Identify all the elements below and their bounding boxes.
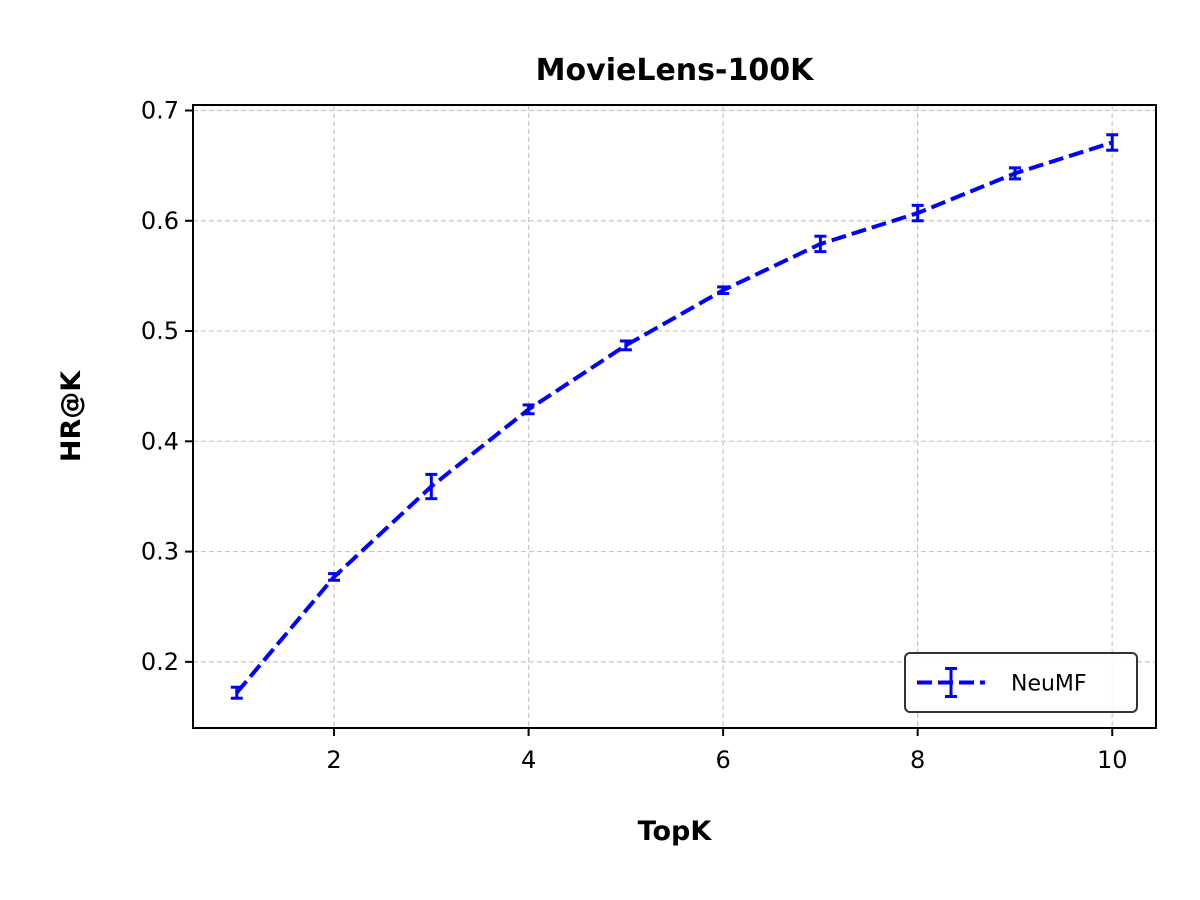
y-tick-label: 0.5 — [141, 317, 179, 345]
error-bar — [1008, 166, 1021, 181]
tick-layer: 2 4 6 8 10 0.2 0.3 0.4 0.5 0.6 0.7 — [141, 97, 1128, 774]
error-bar — [911, 203, 924, 223]
y-tick-label: 0.4 — [141, 427, 179, 455]
x-tick-label: 10 — [1097, 746, 1128, 774]
series-neumf — [230, 133, 1119, 700]
x-tick-label: 6 — [715, 746, 730, 774]
error-bar — [814, 234, 827, 254]
legend-frame — [904, 652, 1138, 713]
error-bar — [522, 403, 535, 416]
error-bar — [1106, 133, 1119, 152]
error-bar — [328, 572, 341, 582]
y-tick-label: 0.3 — [141, 538, 179, 566]
legend-label: NeuMF — [1011, 672, 1087, 697]
series-line — [235, 140, 1113, 695]
x-tick-label: 4 — [521, 746, 536, 774]
error-bar — [717, 285, 730, 296]
x-tick-label: 2 — [326, 746, 341, 774]
error-bar — [619, 339, 632, 352]
legend: NeuMF — [904, 652, 1138, 713]
error-bar — [230, 685, 243, 700]
error-bar — [425, 472, 438, 501]
y-axis-label: HR@K — [56, 370, 87, 462]
y-tick-label: 0.2 — [141, 648, 179, 676]
y-tick-label: 0.7 — [141, 97, 179, 125]
x-tick-label: 8 — [910, 746, 925, 774]
y-tick-label: 0.6 — [141, 207, 179, 235]
series-layer — [230, 133, 1119, 700]
x-axis-label: TopK — [638, 816, 713, 847]
chart-title: MovieLens-100K — [536, 53, 815, 88]
plot-frame — [192, 104, 1157, 729]
